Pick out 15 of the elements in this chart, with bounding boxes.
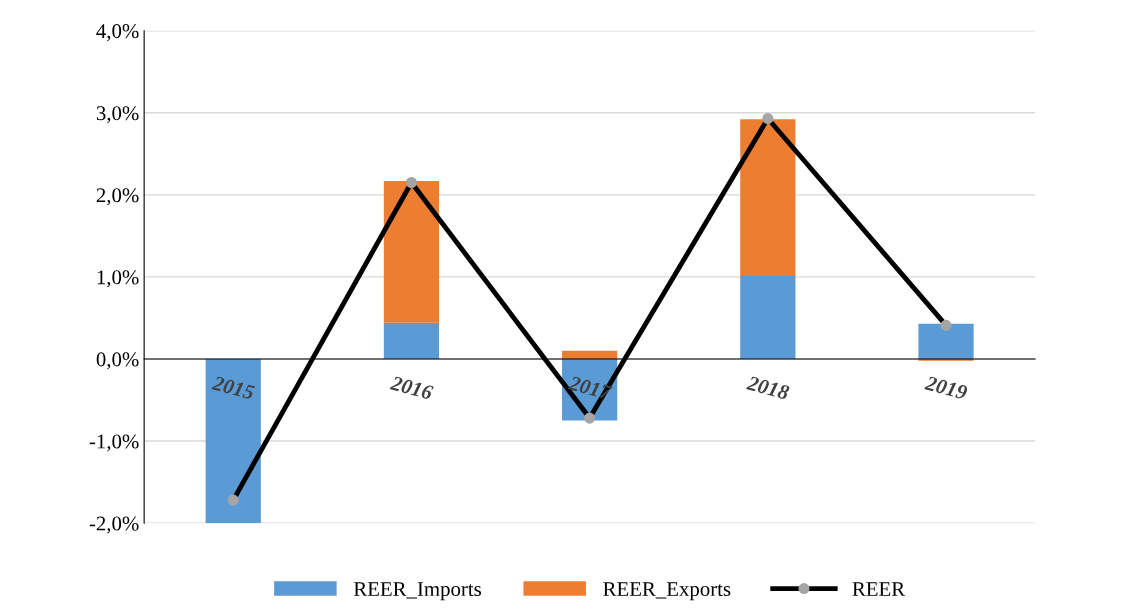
x-tick-label: 2018 [746,375,790,400]
legend-label: REER_Exports [603,582,731,601]
x-tick-label: 2019 [924,375,969,400]
y-tick-label: -1,0% [89,434,139,452]
y-tick-label: 3,0% [96,106,139,124]
y-tick-label: 0,0% [96,352,139,370]
x-tick-label: 2015 [211,375,256,400]
x-tick-label: 2016 [389,375,434,400]
y-tick-label: 1,0% [97,270,139,288]
legend-label: REER [852,582,906,596]
y-tick-label: -2,0% [89,516,139,534]
x-tick-label: 2017 [567,375,613,401]
legend-label: REER_Imports [353,582,482,601]
y-tick-label: 4,0% [96,24,139,42]
y-tick-label: 2,0% [96,188,139,206]
